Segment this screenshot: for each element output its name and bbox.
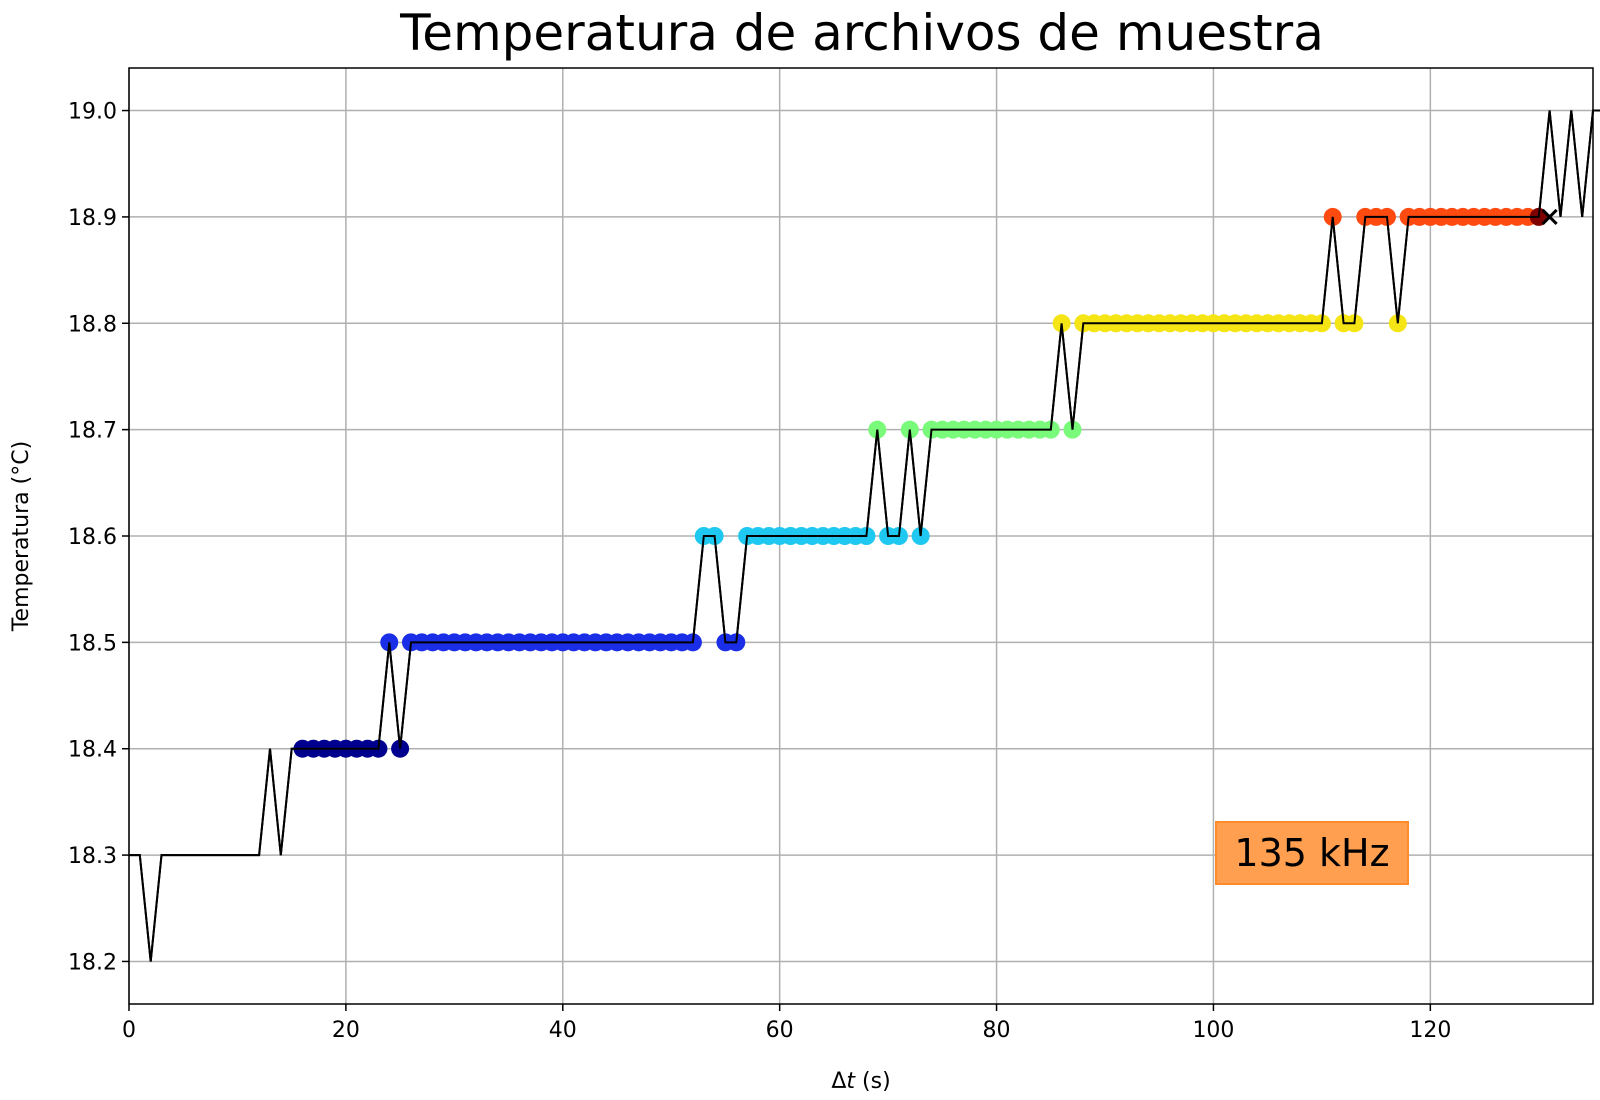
- x-axis-label-suffix: (s): [855, 1069, 891, 1094]
- y-axis-ticks: 18.2 18.3 18.4 18.5 18.6 18.7 18.8 18.9 19.0: [68, 100, 129, 975]
- y-tick-label: 18.6: [68, 525, 117, 550]
- x-tick-label: 0: [122, 1018, 136, 1043]
- cross-marker-stroke: [1541, 208, 1558, 225]
- x-axis-label-prefix: Δ: [831, 1069, 846, 1094]
- annotation-label: 135 kHz: [1234, 831, 1389, 875]
- y-tick-label: 18.4: [68, 738, 117, 763]
- annotation-background: [1215, 821, 1409, 885]
- series-line-overlay: [129, 109, 1600, 962]
- chart-title: Temperatura de archivos de muestra: [399, 4, 1324, 62]
- x-axis-ticks: 0 20 40 60 80 100 120: [122, 1004, 1451, 1043]
- y-tick-label: 18.2: [68, 950, 117, 975]
- x-tick-label: 100: [1192, 1018, 1234, 1043]
- y-tick-label: 18.9: [68, 206, 117, 231]
- annotation-box: 135 kHz: [1215, 821, 1409, 885]
- y-tick-label: 19.0: [68, 100, 117, 125]
- x-tick-label: 120: [1409, 1018, 1451, 1043]
- y-axis-label: Temperatura (°C): [9, 441, 34, 632]
- x-tick-label: 20: [332, 1018, 360, 1043]
- x-tick-label: 60: [766, 1018, 794, 1043]
- y-tick-label: 18.3: [68, 844, 117, 869]
- y-tick-label: 18.7: [68, 419, 117, 444]
- y-tick-label: 18.5: [68, 631, 117, 656]
- y-tick-label: 18.8: [68, 312, 117, 337]
- x-axis-label: Δt (s): [831, 1069, 890, 1094]
- x-tick-label: 40: [549, 1018, 577, 1043]
- x-axis-label-var: t: [846, 1069, 856, 1094]
- x-tick-label: 80: [983, 1018, 1011, 1043]
- marker-layer: [129, 109, 1600, 962]
